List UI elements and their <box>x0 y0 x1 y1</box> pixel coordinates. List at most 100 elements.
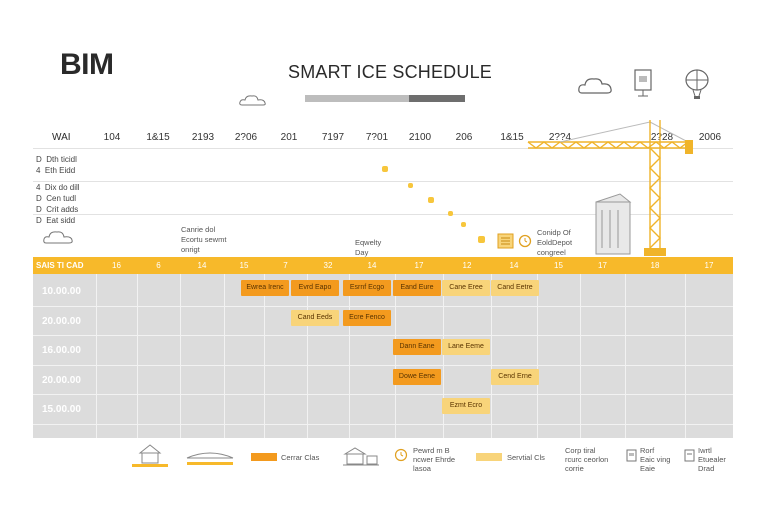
cloud-icon[interactable] <box>577 74 613 96</box>
legend-line: D Eat sidd <box>36 216 76 225</box>
brand-logo: BIM <box>60 48 114 81</box>
calendar-icon <box>497 233 514 249</box>
grid-column-line <box>395 274 396 438</box>
grid-column-line <box>580 274 581 438</box>
legend-line: 4 Dix do dill <box>36 183 80 192</box>
cloud-icon <box>43 231 73 244</box>
gantt-row-label: 20.00.00 <box>42 315 81 327</box>
gantt-task-bar[interactable]: Cand Eeds <box>291 309 339 326</box>
timeline-column-header: 2100 <box>408 132 432 143</box>
gantt-header-cell: 32 <box>323 261 333 270</box>
gantt-header-cell: 12 <box>462 261 472 270</box>
grid-row-line <box>33 305 733 307</box>
gantt-row-label: 15.00.00 <box>42 404 81 415</box>
gantt-task-bar[interactable]: Cend Erne <box>491 368 539 385</box>
crane-illustration <box>527 120 693 256</box>
gantt-task-bar[interactable]: Evrd Eapo <box>291 280 339 296</box>
grid-column-line <box>443 274 444 438</box>
legend-line: D Cen tudl <box>36 194 77 203</box>
legend-line: D Dth ticidl <box>36 155 77 164</box>
grid-column-line <box>625 274 626 438</box>
divider <box>33 148 733 149</box>
timeline-column-header: 2?28 <box>650 132 674 143</box>
legend-label: Corp tiral rcurc ceorlon corrie <box>565 446 609 473</box>
grid-row-line <box>33 335 733 336</box>
milestone-marker <box>478 236 485 243</box>
legend-line: 4 Eth Eidd <box>36 166 76 175</box>
house-icon <box>132 444 168 467</box>
document-icon[interactable] <box>632 68 656 100</box>
milestone-marker <box>382 166 388 172</box>
gantt-header-cell: 14 <box>197 261 207 270</box>
legend-label: Pewrd m B ncwer Ehrde lasoa <box>413 446 456 473</box>
grid-row-line <box>33 394 733 395</box>
grid-column-line <box>137 274 138 438</box>
divider <box>33 181 733 182</box>
gantt-task-bar[interactable]: Dann Eane <box>393 339 441 355</box>
grid-column-line <box>537 274 538 438</box>
clock-icon <box>394 448 408 462</box>
grid-column-line <box>491 274 492 438</box>
gantt-task-bar[interactable]: Ecre Fenco <box>343 309 391 326</box>
gantt-task-bar[interactable]: Lane Eeme <box>442 339 490 355</box>
gantt-header-cell: 7 <box>283 261 288 270</box>
gantt-task-bar[interactable]: Eand Eure <box>393 280 441 296</box>
gantt-header-cell: 6 <box>156 261 161 270</box>
timeline-column-header: 2?06 <box>234 132 258 143</box>
timeline-column-header: 2??4 <box>548 132 572 143</box>
grid-column-line <box>96 274 97 438</box>
schedule-progress-bar <box>305 95 465 102</box>
timeline-column-header: 7?01 <box>365 132 389 143</box>
gantt-header-cell: 14 <box>509 261 519 270</box>
left-legend-group-2: 4 Dix do dill D Cen tudl D Crit adds D E… <box>36 182 80 226</box>
milestone-marker <box>461 222 466 227</box>
legend-label: Servtial Cls <box>507 453 545 462</box>
grid-column-line <box>180 274 181 438</box>
gantt-task-bar[interactable]: Cand Eetre <box>491 280 539 296</box>
gantt-task-bar[interactable]: Cane Eree <box>442 280 490 296</box>
gantt-task-bar[interactable]: Ewrea Irenc <box>241 280 289 296</box>
timeline-column-header: 7197 <box>321 132 345 143</box>
legend-swatch-orange <box>251 453 277 461</box>
document-icon <box>626 449 637 462</box>
timeline-column-header: 201 <box>280 132 298 143</box>
gantt-task-bar[interactable]: Ezmt Ecro <box>442 398 490 414</box>
divider <box>33 214 733 215</box>
gantt-header-cell: 14 <box>367 261 377 270</box>
left-legend-group-1: D Dth ticidl 4 Eth Eidd <box>36 154 77 176</box>
note: Conidp Of EoldDepot congreel <box>537 228 573 257</box>
grid-column-line <box>349 274 350 438</box>
milestone-marker <box>428 197 434 203</box>
note-icon <box>684 449 695 462</box>
legend-label: Rorf Eaic ving Eaie <box>640 446 671 473</box>
gantt-header-cell: 18 <box>650 261 660 270</box>
gantt-header-cell: 17 <box>414 261 424 270</box>
gantt-row-label: 10.00.00 <box>42 286 81 297</box>
timeline-column-header: 2193 <box>191 132 215 143</box>
bridge-icon <box>186 452 234 465</box>
gantt-task-bar[interactable]: Esrnf Ecgo <box>343 280 391 296</box>
timeline-column-header: 206 <box>455 132 473 143</box>
grid-column-line <box>685 274 686 438</box>
timeline-column-header: 104 <box>103 132 121 143</box>
grid-column-line <box>264 274 265 438</box>
gantt-header-bar <box>33 257 733 274</box>
gantt-task-bar[interactable]: Dowe Eene <box>393 368 441 385</box>
timeline-corner-label: WAI <box>52 132 71 143</box>
gantt-header-cell: 15 <box>239 261 249 270</box>
legend-label: Iwrtl Etuealer Drad <box>698 446 726 473</box>
milestone-marker <box>408 183 413 188</box>
gantt-header-cell: 15 <box>554 261 563 270</box>
timeline-column-header: 1&15 <box>500 132 524 143</box>
progress-remaining <box>409 95 465 102</box>
timeline-column-header: 2006 <box>698 132 722 143</box>
balloon-icon[interactable] <box>682 68 712 100</box>
grid-row-line <box>33 423 733 425</box>
grid-row-line <box>33 364 733 366</box>
gantt-header-cell: 17 <box>598 261 607 270</box>
gantt-header-cell: 17 <box>704 261 714 270</box>
page-title: SMART ICE SCHEDULE <box>288 62 492 82</box>
cloud-icon <box>239 95 266 106</box>
legend-label: Cerrar Clas <box>281 453 320 462</box>
milestone-marker <box>448 211 453 216</box>
